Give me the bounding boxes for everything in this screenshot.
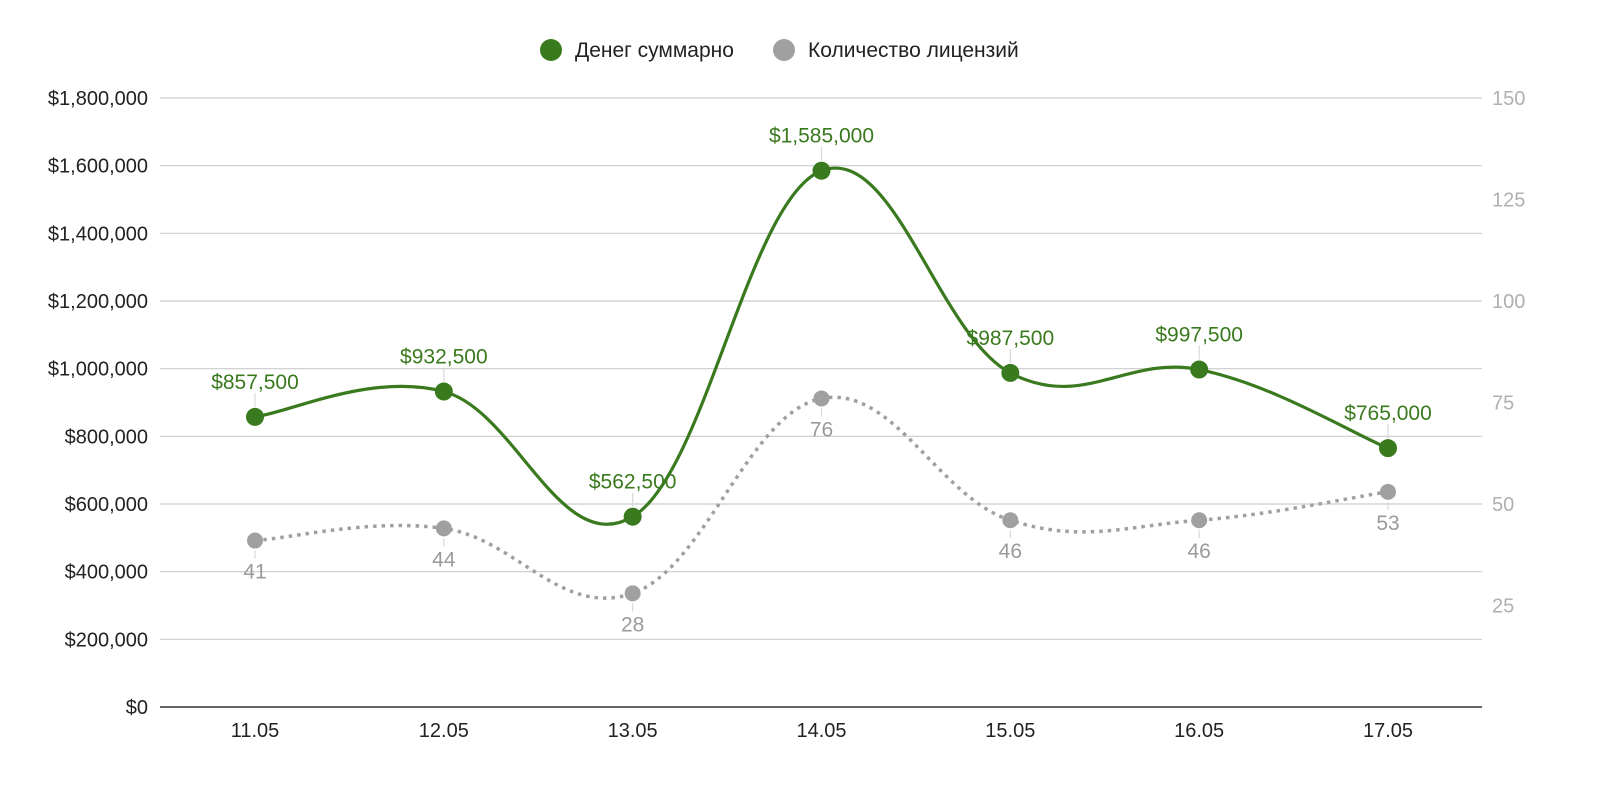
- legend[interactable]: Денег суммарно Количество лицензий: [540, 39, 1019, 62]
- data-point-licenses: [624, 585, 641, 602]
- y-left-tick-label: $1,000,000: [48, 359, 148, 381]
- legend-marker: [540, 39, 562, 61]
- x-tick-label: 13.05: [608, 720, 658, 742]
- data-label-money: $857,500: [211, 371, 299, 394]
- y-left-tick-label: $400,000: [65, 562, 148, 584]
- series-line-money: [254, 166, 1389, 526]
- y-axis-left: $0 $200,000 $400,000 $600,000 $800,000 $1,000…: [48, 88, 148, 719]
- legend-label: Денег суммарно: [575, 39, 734, 62]
- data-label-licenses: 46: [1187, 540, 1210, 563]
- y-left-tick-label: $800,000: [65, 426, 148, 448]
- data-point-licenses: [435, 520, 452, 537]
- y-left-tick-label: $600,000: [65, 494, 148, 516]
- data-point-money: [623, 507, 642, 526]
- data-label-money: $1,585,000: [769, 125, 874, 148]
- x-tick-label: 17.05: [1363, 720, 1413, 742]
- series-lines: [254, 166, 1389, 600]
- data-point-money: [1001, 363, 1020, 382]
- data-label-licenses: 76: [810, 418, 833, 441]
- y-left-tick-label: $200,000: [65, 629, 148, 651]
- data-label-money: $562,500: [589, 471, 677, 494]
- data-label-money: $765,000: [1344, 402, 1432, 425]
- x-tick-label: 14.05: [796, 720, 846, 742]
- data-label-licenses: 41: [243, 561, 266, 584]
- data-label-money: $932,500: [400, 346, 488, 369]
- y-left-tick-label: $1,800,000: [48, 88, 148, 110]
- data-label-licenses: 28: [621, 613, 644, 636]
- y-right-tick-label: 25: [1492, 596, 1514, 618]
- data-point-licenses: [813, 390, 830, 407]
- y-left-tick-label: $1,200,000: [48, 291, 148, 313]
- y-right-tick-label: 150: [1492, 88, 1525, 110]
- x-tick-label: 12.05: [419, 720, 469, 742]
- y-axis-right: 25 50 75 100 125 150: [1492, 88, 1525, 618]
- legend-label: Количество лицензий: [808, 39, 1019, 62]
- legend-item-licenses[interactable]: Количество лицензий: [773, 39, 1019, 62]
- x-tick-label: 16.05: [1174, 720, 1224, 742]
- data-point-licenses: [247, 532, 263, 549]
- data-point-licenses: [1191, 512, 1208, 529]
- data-label-licenses: 44: [432, 548, 456, 571]
- y-left-tick-label: $0: [126, 697, 148, 719]
- data-point-money: [1190, 360, 1209, 379]
- data-label-licenses: 46: [999, 540, 1022, 563]
- label-leader-lines: [254, 146, 1389, 612]
- data-label-money: $997,500: [1155, 324, 1243, 347]
- x-axis: 11.05 12.05 13.05 14.05 15.05 16.05 17.05: [160, 706, 1482, 742]
- data-point-money: [434, 382, 453, 401]
- data-point-money: [1379, 439, 1397, 458]
- data-point-money: [246, 407, 264, 426]
- legend-marker: [773, 39, 795, 61]
- x-tick-label: 15.05: [985, 720, 1035, 742]
- x-tick-label: 11.05: [231, 720, 280, 742]
- y-right-tick-label: 50: [1492, 494, 1514, 516]
- data-label-licenses: 53: [1376, 512, 1399, 535]
- y-right-tick-label: 75: [1492, 393, 1514, 415]
- y-right-tick-label: 125: [1492, 190, 1525, 212]
- gridlines: [160, 97, 1482, 640]
- y-left-tick-label: $1,400,000: [48, 223, 148, 245]
- data-point-licenses: [1380, 483, 1396, 500]
- data-point-licenses: [1002, 512, 1019, 529]
- data-points: [246, 161, 1397, 602]
- legend-item-money[interactable]: Денег суммарно: [540, 39, 734, 62]
- y-left-tick-label: $1,600,000: [48, 156, 148, 178]
- data-labels: 41 44 28 76 46 46 53 $857,500 $932,500 $562,500 $1…: [211, 125, 1432, 637]
- data-label-money: $987,500: [967, 327, 1055, 350]
- y-right-tick-label: 100: [1492, 291, 1525, 313]
- data-point-money: [812, 161, 831, 180]
